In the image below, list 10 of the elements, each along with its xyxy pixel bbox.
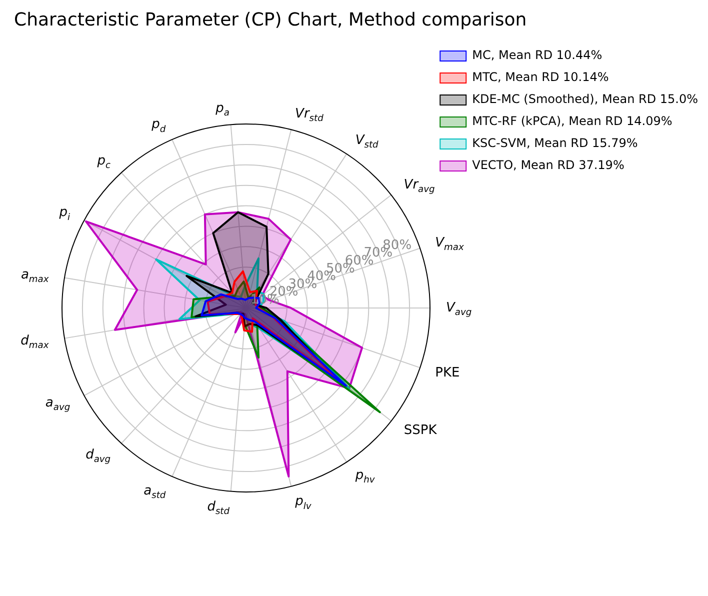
chart-title: Characteristic Parameter (CP) Chart, Method comparison	[14, 10, 527, 31]
spoke-label: SSPK	[404, 423, 438, 438]
y-tick-label: 10%	[250, 292, 280, 308]
legend-label: VECTO, Mean RD 37.19%	[472, 158, 624, 172]
legend-label: MC, Mean RD 10.44%	[472, 48, 602, 62]
spoke-label: PKE	[435, 365, 460, 380]
legend-label: KDE-MC (Smoothed), Mean RD 15.0%	[472, 92, 698, 106]
legend-label: MTC, Mean RD 10.14%	[472, 70, 609, 84]
legend-label: MTC-RF (kPCA), Mean RD 14.09%	[472, 114, 672, 128]
legend-label: KSC-SVM, Mean RD 15.79%	[472, 136, 638, 150]
